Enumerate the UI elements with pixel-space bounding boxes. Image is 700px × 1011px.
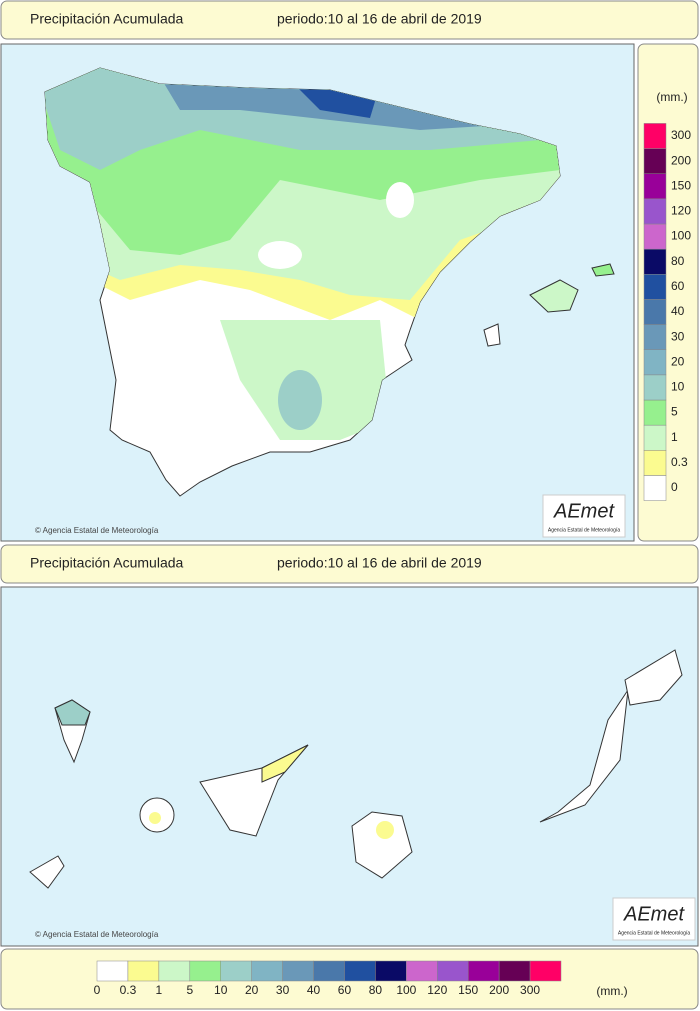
- header-box: [0, 544, 699, 584]
- legend-swatch: [375, 960, 407, 982]
- legend-label: 1: [671, 430, 678, 444]
- legend-label: 0: [671, 480, 678, 494]
- legend-label: 60: [671, 279, 685, 293]
- legend-unit: (mm.): [596, 984, 627, 998]
- header-period: periodo:10 al 16 de abril de 2019: [277, 555, 482, 571]
- credit: © Agencia Estatal de Meteorología: [35, 526, 159, 535]
- legend-label: 1: [156, 983, 163, 997]
- legend-label: 5: [671, 405, 678, 419]
- legend-swatch: [313, 960, 345, 982]
- logo: AEmet: [553, 500, 615, 522]
- legend-swatch: [643, 173, 667, 200]
- logo: AEmet: [623, 903, 685, 925]
- legend-swatch: [643, 123, 667, 149]
- legend-unit: (mm.): [656, 90, 687, 104]
- legend-label: 60: [338, 983, 352, 997]
- legend-swatch: [251, 960, 283, 982]
- logo-box: [612, 897, 696, 941]
- legend-label: 80: [671, 254, 685, 268]
- legend-label: 0.3: [120, 983, 137, 997]
- header-title: Precipitación Acumulada: [30, 555, 184, 571]
- legend-label: 150: [458, 983, 478, 997]
- legend-label: 5: [186, 983, 193, 997]
- legend-label: 100: [671, 229, 691, 243]
- credit: © Agencia Estatal de Meteorología: [35, 930, 159, 939]
- canary-map: [29, 649, 683, 889]
- legend-label: 120: [427, 983, 447, 997]
- legend-swatch: [643, 399, 667, 426]
- legend-horizontal: 0 0.3 1 5 10 20 30 40 60 80 100 120 150 200 300: [94, 960, 562, 997]
- legend-swatch: [220, 960, 252, 982]
- logo-box: [542, 494, 626, 538]
- legend-swatch: [643, 424, 667, 451]
- legend-swatch: [643, 148, 667, 174]
- legend-label: 40: [671, 304, 685, 318]
- legend-label: 120: [671, 204, 691, 218]
- header-box: [0, 0, 699, 40]
- header-period: periodo:10 al 16 de abril de 2019: [277, 11, 482, 27]
- logo-subtitle: Agencia Estatal de Meteorología: [548, 527, 620, 533]
- legend-swatch: [643, 248, 667, 275]
- legend-swatch: [344, 960, 376, 982]
- legend-label: 0.3: [671, 455, 688, 469]
- legend-swatch: [406, 960, 438, 982]
- legend-swatch: [643, 299, 667, 325]
- legend-swatch: [643, 374, 667, 401]
- legend-swatch: [158, 960, 191, 982]
- header-title: Precipitación Acumulada: [30, 11, 184, 27]
- legend-swatch: [643, 475, 667, 501]
- legend-label: 80: [369, 983, 383, 997]
- legend-label: 30: [276, 983, 290, 997]
- legend-label: 300: [520, 983, 540, 997]
- logo-subtitle: Agencia Estatal de Meteorología: [618, 930, 690, 936]
- legend-swatch: [643, 450, 667, 476]
- legend-swatch: [643, 349, 667, 376]
- legend-swatch: [498, 960, 531, 982]
- legend-swatch: [282, 960, 314, 982]
- legend-label: 40: [307, 983, 321, 997]
- legend-label: 10: [671, 380, 685, 394]
- map-panel: [0, 586, 699, 947]
- legend-vertical: 0 0.3 1 5 10 20 30 40 60 80 100 120 150 200 300: [643, 123, 691, 501]
- legend-label: 200: [671, 153, 691, 167]
- legend-label: 150: [671, 178, 691, 192]
- legend-swatch: [96, 960, 129, 982]
- legend-label: 10: [214, 983, 228, 997]
- legend-swatch: [643, 223, 667, 250]
- legend-label: 0: [94, 983, 101, 997]
- legend-label: 20: [245, 983, 259, 997]
- legend-label: 20: [671, 354, 685, 368]
- legend-swatch: [127, 960, 160, 982]
- legend-label: 200: [489, 983, 509, 997]
- legend-swatch: [643, 198, 667, 225]
- legend-label: 30: [671, 329, 685, 343]
- legend-label: 300: [671, 128, 691, 142]
- legend-swatch: [467, 960, 500, 982]
- legend-label: 100: [396, 983, 416, 997]
- legend-swatch: [643, 324, 667, 350]
- legend-swatch: [643, 274, 667, 300]
- legend-swatch: [437, 960, 469, 982]
- legend-swatch: [189, 960, 221, 982]
- legend-swatch: [529, 960, 562, 982]
